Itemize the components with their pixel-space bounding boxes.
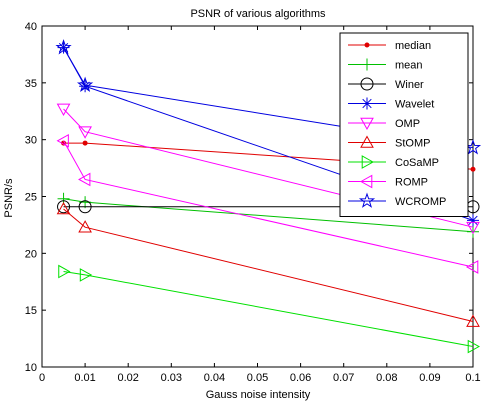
- legend-item-romp: ROMP: [348, 174, 428, 189]
- data-point: [465, 260, 479, 274]
- x-tick-label: 0.08: [376, 372, 397, 384]
- data-point: [466, 314, 480, 327]
- legend-label: median: [395, 40, 431, 52]
- legend-item-winer: Winer: [348, 77, 424, 91]
- data-point: [466, 221, 480, 235]
- legend-box: [339, 32, 469, 217]
- data-point: [78, 220, 92, 233]
- x-tick-label: 0.03: [161, 372, 182, 384]
- series-cosamp: [58, 264, 481, 354]
- legend-label: mean: [395, 60, 423, 72]
- x-tick-label: 0.05: [247, 372, 268, 384]
- x-tick-label: 0: [39, 372, 45, 384]
- y-tick-label: 30: [25, 135, 37, 147]
- series-line: [63, 208, 474, 323]
- series-stomp: [56, 201, 480, 327]
- y-tick-label: 10: [25, 362, 37, 374]
- legend-marker: [360, 135, 374, 148]
- legend-item-stomp: StOMP: [348, 135, 430, 150]
- legend-marker: [361, 155, 375, 169]
- y-tick-label: 40: [25, 21, 37, 33]
- data-point: [467, 339, 481, 354]
- legend-marker: [359, 174, 373, 189]
- legend-item-cosamp: CoSaMP: [348, 155, 439, 169]
- x-tick-label: 0.07: [333, 372, 354, 384]
- data-point: [470, 166, 476, 172]
- legend: median mean Winer Wavelet OMP StOMP CoSaMP ROMP…: [339, 32, 469, 217]
- legend-label: WCROMP: [395, 196, 446, 208]
- legend-marker: [361, 97, 373, 110]
- y-tick-label: 25: [25, 192, 37, 204]
- chart-title: PSNR of various algorithms: [190, 8, 326, 20]
- data-point: [56, 103, 71, 117]
- legend-marker: [360, 77, 374, 91]
- legend-label: ROMP: [395, 177, 428, 189]
- x-tick-label: 0.09: [419, 372, 440, 384]
- data-point: [76, 76, 94, 93]
- legend-item-omp: OMP: [348, 117, 420, 131]
- legend-label: Winer: [395, 79, 424, 91]
- series-line: [63, 271, 474, 348]
- x-tick-label: 0.04: [204, 372, 225, 384]
- series-line: [63, 140, 474, 268]
- x-axis-label: Gauss noise intensity: [206, 389, 311, 401]
- legend-marker: [360, 117, 374, 131]
- legend-item-median: median: [348, 40, 431, 52]
- data-point: [467, 214, 479, 227]
- data-point: [58, 264, 71, 279]
- series-romp: [56, 133, 479, 274]
- y-tick-label: 20: [25, 248, 37, 260]
- data-point: [467, 225, 479, 238]
- data-point: [82, 140, 88, 146]
- x-tick-label: 0.02: [117, 372, 138, 384]
- x-tick-label: 0.06: [290, 372, 311, 384]
- legend-item-wavelet: Wavelet: [348, 97, 434, 111]
- data-point: [57, 200, 71, 214]
- legend-label: Wavelet: [395, 99, 434, 111]
- data-point: [78, 200, 92, 214]
- legend-marker: [358, 192, 376, 208]
- x-tick-label: 0.01: [74, 372, 95, 384]
- legend-marker: [364, 42, 370, 48]
- legend-label: StOMP: [395, 138, 430, 150]
- x-tick-label: 0.1: [465, 372, 480, 384]
- data-point: [55, 39, 72, 55]
- y-tick-label: 15: [25, 305, 37, 317]
- y-tick-label: 35: [25, 78, 37, 90]
- data-point: [56, 133, 69, 148]
- data-point: [79, 268, 93, 282]
- legend-marker: [361, 58, 373, 71]
- legend-label: OMP: [395, 118, 420, 130]
- data-point: [56, 201, 71, 215]
- data-point: [78, 172, 91, 187]
- legend-label: CoSaMP: [395, 157, 439, 169]
- y-axis-label: PSNR/s: [3, 178, 15, 218]
- data-point: [78, 126, 92, 139]
- legend-item-wcromp: WCROMP: [348, 192, 446, 208]
- legend-item-mean: mean: [348, 58, 423, 72]
